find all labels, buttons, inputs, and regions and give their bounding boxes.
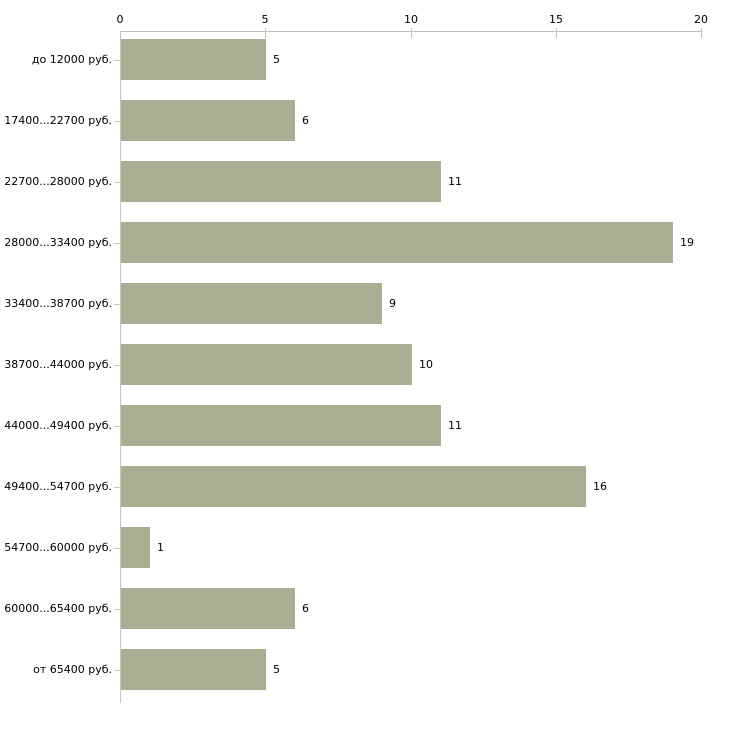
category-label: 17400...22700 руб. xyxy=(4,114,112,127)
category-label: 44000...49400 руб. xyxy=(4,419,112,432)
category-tick-mark xyxy=(114,121,120,122)
category-tick-mark xyxy=(114,548,120,549)
category-tick-mark xyxy=(114,243,120,244)
category-tick-mark xyxy=(114,670,120,671)
value-label: 6 xyxy=(302,114,309,127)
bar xyxy=(121,649,266,690)
value-label: 16 xyxy=(593,480,607,493)
x-tick-mark xyxy=(701,28,702,38)
bar xyxy=(121,39,266,80)
bar xyxy=(121,161,441,202)
value-label: 19 xyxy=(680,236,694,249)
x-tick-mark xyxy=(556,28,557,38)
category-tick-mark xyxy=(114,60,120,61)
bar xyxy=(121,100,295,141)
category-tick-mark xyxy=(114,304,120,305)
category-label: от 65400 руб. xyxy=(33,663,112,676)
value-label: 11 xyxy=(448,419,462,432)
x-tick-label: 5 xyxy=(261,13,269,26)
category-label: 33400...38700 руб. xyxy=(4,297,112,310)
value-label: 6 xyxy=(302,602,309,615)
x-tick-label: 15 xyxy=(549,13,563,26)
category-label: 60000...65400 руб. xyxy=(4,602,112,615)
x-tick-mark xyxy=(411,28,412,38)
category-label: 54700...60000 руб. xyxy=(4,541,112,554)
category-tick-mark xyxy=(114,487,120,488)
bar xyxy=(121,344,412,385)
x-tick-label: 0 xyxy=(116,13,124,26)
bar xyxy=(121,222,673,263)
bar xyxy=(121,588,295,629)
bar xyxy=(121,527,150,568)
category-tick-mark xyxy=(114,609,120,610)
x-tick-label: 20 xyxy=(694,13,708,26)
category-tick-mark xyxy=(114,426,120,427)
category-label: 28000...33400 руб. xyxy=(4,236,112,249)
bar xyxy=(121,283,382,324)
value-label: 11 xyxy=(448,175,462,188)
x-tick-mark xyxy=(265,28,266,38)
value-label: 5 xyxy=(273,53,280,66)
category-tick-mark xyxy=(114,365,120,366)
x-tick-label: 10 xyxy=(404,13,418,26)
value-label: 1 xyxy=(157,541,164,554)
value-label: 9 xyxy=(389,297,396,310)
category-label: 22700...28000 руб. xyxy=(4,175,112,188)
category-tick-mark xyxy=(114,182,120,183)
bar xyxy=(121,405,441,446)
y-axis-line xyxy=(120,31,121,703)
bar xyxy=(121,466,586,507)
value-label: 10 xyxy=(419,358,433,371)
category-label: 49400...54700 руб. xyxy=(4,480,112,493)
category-label: до 12000 руб. xyxy=(31,53,112,66)
category-label: 38700...44000 руб. xyxy=(4,358,112,371)
value-label: 5 xyxy=(273,663,280,676)
